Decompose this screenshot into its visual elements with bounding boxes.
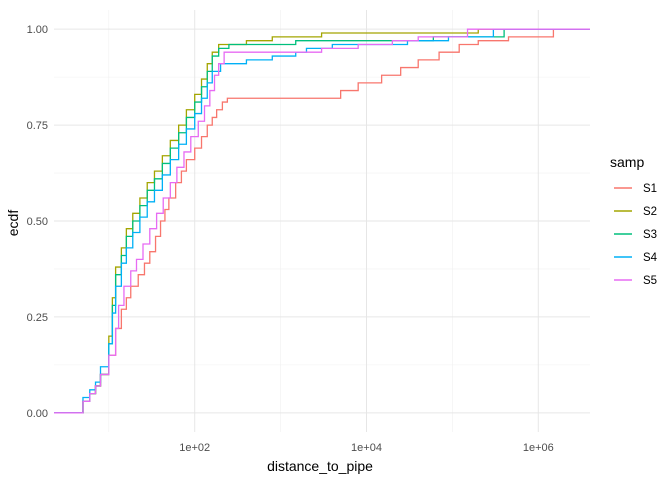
legend-label-s5: S5: [643, 275, 657, 287]
legend: samp S1 S2 S3 S4 S5: [610, 154, 658, 287]
series-line-s5: [54, 28, 590, 414]
x-tick-label-1: 1e+04: [351, 442, 382, 454]
legend-label-s2: S2: [643, 206, 657, 218]
legend-label-s3: S3: [643, 229, 657, 241]
y-tick-label-2: 0.50: [27, 216, 48, 228]
series-layer: [54, 28, 590, 414]
x-tick-label-0: 1e+02: [179, 442, 210, 454]
y-tick-label-4: 1.00: [27, 24, 48, 36]
x-axis-title: distance_to_pipe: [267, 458, 373, 474]
x-tick-label-2: 1e+06: [523, 442, 554, 454]
legend-label-s1: S1: [643, 183, 657, 195]
legend-items: S1 S2 S3 S4 S5: [614, 183, 658, 287]
y-tick-label-1: 0.25: [27, 312, 48, 324]
y-tick-label-0: 0.00: [27, 408, 48, 420]
y-tick-labels: 0.00 0.25 0.50 0.75 1.00: [27, 24, 48, 420]
x-tick-labels: 1e+02 1e+04 1e+06: [179, 442, 553, 454]
grid-minor: [54, 10, 590, 432]
y-tick-label-3: 0.75: [27, 120, 48, 132]
legend-label-s4: S4: [643, 252, 658, 264]
legend-title: samp: [610, 154, 644, 170]
y-axis-title: ecdf: [5, 210, 21, 237]
